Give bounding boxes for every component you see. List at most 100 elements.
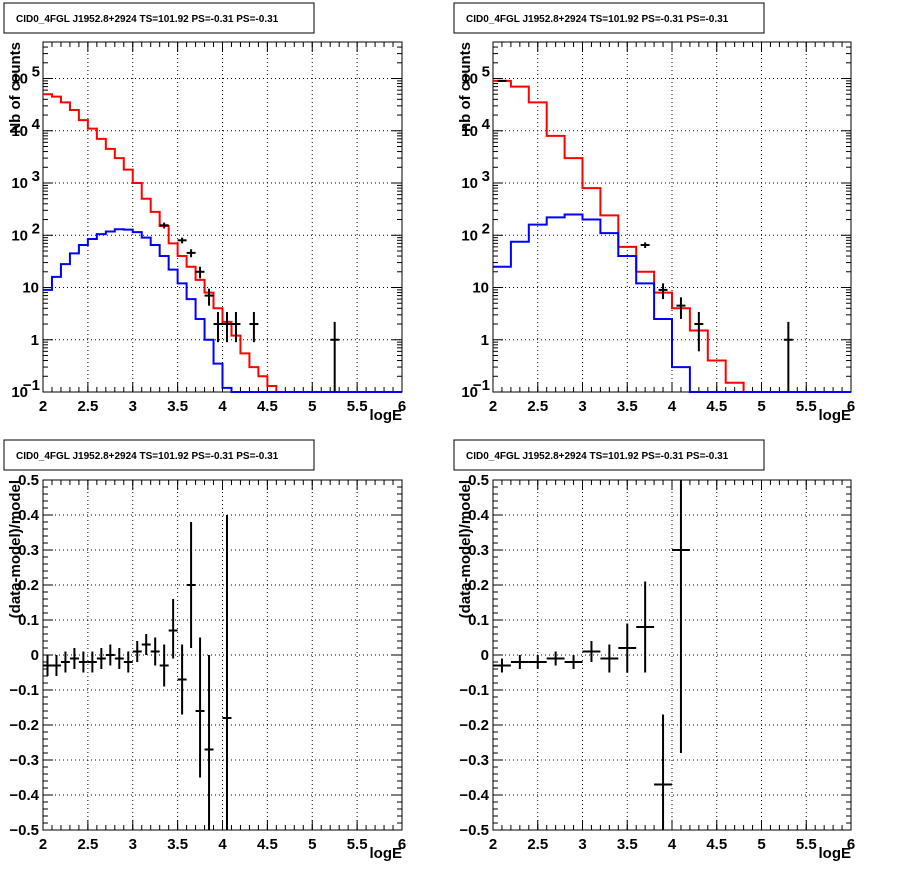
title-box <box>453 2 765 34</box>
y-axis-title: Nb of counts <box>7 42 24 134</box>
y-axis-title: (data-model)/model <box>457 480 474 618</box>
title-box <box>3 2 315 34</box>
x-tick-label: 5.5 <box>347 398 368 415</box>
y-tick-exponent: 2 <box>32 220 40 237</box>
x-axis-title: logE <box>819 407 852 424</box>
y-tick-label: −0.3 <box>9 752 39 769</box>
y-tick-label: 0.4 <box>18 507 40 524</box>
y-tick-exponent: 3 <box>32 168 40 185</box>
y-tick-exponent: 4 <box>32 116 41 133</box>
y-tick-label: 10 <box>11 227 28 244</box>
y-tick-label: 10 <box>461 227 478 244</box>
x-tick-label: 2.5 <box>527 836 548 853</box>
x-tick-label: 5 <box>757 836 765 853</box>
x-tick-label: 4.5 <box>257 398 278 415</box>
y-tick-label: 10 <box>461 175 478 192</box>
y-tick-label: 0.2 <box>468 577 489 594</box>
y-tick-label: 0.3 <box>18 542 39 559</box>
x-tick-label: 2.5 <box>77 398 98 415</box>
x-tick-label: 5 <box>308 836 316 853</box>
y-tick-label: −0.5 <box>9 822 39 839</box>
x-tick-label: 5.5 <box>796 398 817 415</box>
x-tick-label: 3.5 <box>617 398 638 415</box>
title-box <box>453 439 765 471</box>
x-tick-label: 6 <box>398 398 406 415</box>
y-tick-label: 10 <box>11 175 28 192</box>
x-tick-label: 5 <box>308 398 316 415</box>
y-tick-label: −0.1 <box>9 682 39 699</box>
panel-bottom-left: 2 2.5 3 3.5 4 4.5 5 5.5 6 −0.5 −0.4 −0.3 −0.2 −0.1 0 0.… <box>3 439 406 862</box>
x-tick-label: 6 <box>847 398 855 415</box>
x-tick-label: 6 <box>847 836 855 853</box>
y-tick-label: −0.4 <box>9 787 39 804</box>
x-tick-label: 2 <box>489 398 497 415</box>
y-tick-label: 0.5 <box>18 472 39 489</box>
y-tick-exponent: 4 <box>482 116 491 133</box>
title-box <box>3 439 315 471</box>
x-tick-label: 4 <box>218 398 227 415</box>
y-tick-exponent: −1 <box>473 377 490 394</box>
panel-bottom-right: 2 2.5 3 3.5 4 4.5 5 5.5 6 −0.5 −0.4 −0.3 −0.2 −0.1 0 0.… <box>453 439 855 862</box>
x-axis-title: logE <box>370 407 403 424</box>
chart-title: CID0_4FGL J1952.8+2924 TS=101.92 PS=-0.3… <box>16 14 279 25</box>
chart-title: CID0_4FGL J1952.8+2924 TS=101.92 PS=-0.3… <box>16 451 279 462</box>
x-tick-label: 4.5 <box>257 836 278 853</box>
y-tick-label: 0 <box>481 647 489 664</box>
series-model_source-line <box>43 228 402 393</box>
y-tick-label: −0.1 <box>459 682 489 699</box>
y-tick-exponent: −1 <box>23 377 40 394</box>
x-tick-label: 6 <box>398 836 406 853</box>
chart-title: CID0_4FGL J1952.8+2924 TS=101.92 PS=-0.3… <box>466 451 729 462</box>
y-tick-label: 1 <box>481 332 489 349</box>
x-tick-label: 3 <box>129 398 137 415</box>
x-tick-label: 4 <box>668 836 677 853</box>
y-tick-label: 0 <box>31 647 39 664</box>
y-axis-title: (data-model)/model <box>7 480 24 618</box>
y-tick-label: 0.4 <box>468 507 490 524</box>
y-tick-label: 10 <box>11 71 28 88</box>
y-tick-label: −0.2 <box>9 717 39 734</box>
y-tick-label: 0.3 <box>468 542 489 559</box>
y-tick-label: 0.5 <box>468 472 489 489</box>
y-tick-label: −0.2 <box>459 717 489 734</box>
x-tick-label: 3 <box>578 398 586 415</box>
series-model_source-line <box>493 213 851 393</box>
x-tick-label: 4.5 <box>706 398 727 415</box>
y-tick-label: 0.1 <box>18 612 39 629</box>
y-tick-label: 1 <box>31 332 39 349</box>
y-tick-label: 10 <box>11 123 28 140</box>
x-tick-label: 2.5 <box>77 836 98 853</box>
y-tick-exponent: 2 <box>482 220 490 237</box>
chart-title: CID0_4FGL J1952.8+2924 TS=101.92 PS=-0.3… <box>466 14 729 25</box>
x-axis-title: logE <box>819 845 852 862</box>
y-tick-label: 0.1 <box>468 612 489 629</box>
x-tick-label: 2.5 <box>527 398 548 415</box>
x-tick-label: 5.5 <box>796 836 817 853</box>
x-tick-label: 2 <box>39 398 47 415</box>
y-tick-label: 10 <box>461 71 478 88</box>
y-tick-label: 10 <box>461 384 478 401</box>
x-tick-label: 2 <box>39 836 47 853</box>
y-tick-exponent: 3 <box>482 168 490 185</box>
x-tick-label: 2 <box>489 836 497 853</box>
y-tick-label: −0.4 <box>459 787 489 804</box>
y-tick-label: 10 <box>22 280 39 297</box>
x-tick-label: 5.5 <box>347 836 368 853</box>
y-tick-exponent: 5 <box>482 64 490 81</box>
x-tick-label: 3.5 <box>617 836 638 853</box>
y-tick-label: 0.2 <box>18 577 39 594</box>
x-tick-label: 5 <box>757 398 765 415</box>
x-tick-label: 3.5 <box>167 836 188 853</box>
y-tick-label: 10 <box>472 280 489 297</box>
y-tick-label: 10 <box>11 384 28 401</box>
x-tick-label: 4 <box>218 836 227 853</box>
y-axis-title: nb of counts <box>457 42 474 132</box>
y-tick-label: −0.5 <box>459 822 489 839</box>
y-tick-exponent: 5 <box>32 64 40 81</box>
x-tick-label: 3.5 <box>167 398 188 415</box>
x-axis-title: logE <box>370 845 403 862</box>
y-tick-label: −0.3 <box>459 752 489 769</box>
